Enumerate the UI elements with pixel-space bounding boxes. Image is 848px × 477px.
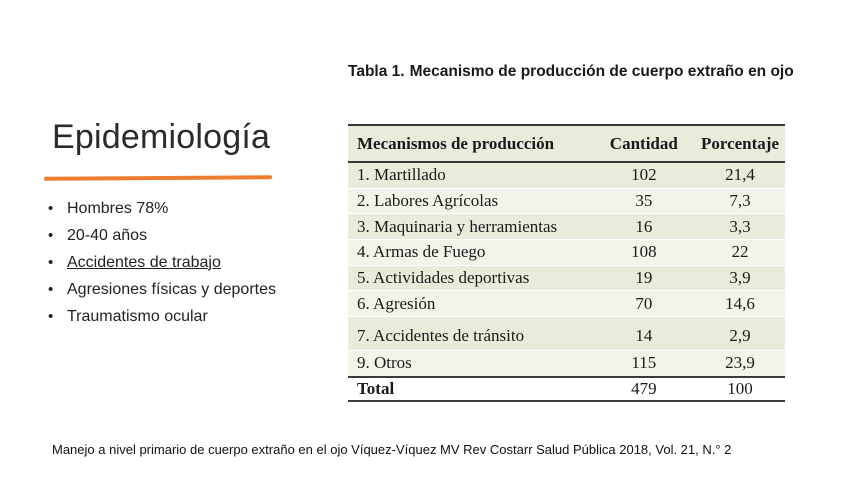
cell-mechanism: 5. Actividades deportivas <box>348 265 593 292</box>
cell-percentage: 23,9 <box>694 350 785 378</box>
cell-quantity: 70 <box>592 290 695 318</box>
cell-mechanism: 3. Maquinaria y herramientas <box>348 213 593 241</box>
cell-percentage: 21,4 <box>694 162 785 189</box>
bullet-text: Accidentes de trabajo <box>67 254 221 271</box>
cell-percentage: 2,9 <box>694 316 785 352</box>
table-row: 9. Otros 115 23,9 <box>348 350 785 378</box>
cell-mechanism: 9. Otros <box>348 350 593 378</box>
cell-quantity: 16 <box>592 213 695 241</box>
table-row: 3. Maquinaria y herramientas 16 3,3 <box>348 213 785 241</box>
bullet-text: 20-40 años <box>67 227 148 244</box>
bullet-item: 20-40 años <box>48 225 288 246</box>
cell-total-quantity: 479 <box>592 375 695 402</box>
cell-percentage: 22 <box>694 239 785 266</box>
mechanism-table: Mecanismos de producción Cantidad Porcen… <box>348 124 785 402</box>
bullet-item: Accidentes de trabajo <box>48 252 288 273</box>
cell-quantity: 102 <box>592 162 695 189</box>
cell-percentage: 7,3 <box>694 188 785 215</box>
cell-mechanism: 1. Martillado <box>348 162 593 189</box>
cell-quantity: 14 <box>592 316 695 352</box>
cell-mechanism: 7. Accidentes de tránsito <box>348 316 593 352</box>
cell-total-percentage: 100 <box>694 375 785 402</box>
cell-percentage: 14,6 <box>694 290 785 318</box>
bullet-text: Traumatismo ocular <box>67 308 208 325</box>
citation: Manejo a nivel primario de cuerpo extrañ… <box>52 442 732 457</box>
bullet-text: Agresiones físicas y deportes <box>67 281 276 298</box>
slide-title: Epidemiología <box>52 118 271 156</box>
cell-mechanism: 4. Armas de Fuego <box>348 239 593 266</box>
table-header-row: Mecanismos de producción Cantidad Porcen… <box>348 124 785 163</box>
cell-mechanism: 6. Agresión <box>348 290 593 318</box>
table-caption-label: Tabla 1. <box>348 63 405 80</box>
bullet-item: Traumatismo ocular <box>48 306 288 327</box>
bullet-text: Hombres 78% <box>67 200 169 217</box>
bullet-item: Agresiones físicas y deportes <box>48 279 288 300</box>
table-row: 2. Labores Agrícolas 35 7,3 <box>348 188 785 215</box>
title-underline-accent <box>44 175 272 181</box>
cell-quantity: 35 <box>592 188 695 215</box>
bullet-item: Hombres 78% <box>48 198 288 219</box>
header-quantity: Cantidad <box>592 124 695 163</box>
cell-total-label: Total <box>348 375 593 402</box>
cell-percentage: 3,3 <box>694 213 785 241</box>
header-percentage: Porcentaje <box>694 124 785 163</box>
table-caption: Tabla 1. Mecanismo de producción de cuerp… <box>348 62 798 82</box>
table-row: 6. Agresión 70 14,6 <box>348 290 785 318</box>
table-total-row: Total 479 100 <box>348 375 785 402</box>
cell-percentage: 3,9 <box>694 265 785 292</box>
table-row: 4. Armas de Fuego 108 22 <box>348 239 785 266</box>
header-mechanism: Mecanismos de producción <box>348 124 593 163</box>
table-row: 5. Actividades deportivas 19 3,9 <box>348 265 785 292</box>
cell-mechanism: 2. Labores Agrícolas <box>348 188 593 215</box>
table-row: 7. Accidentes de tránsito 14 2,9 <box>348 316 785 352</box>
cell-quantity: 108 <box>592 239 695 266</box>
cell-quantity: 115 <box>592 350 695 378</box>
table-caption-text: Mecanismo de producción de cuerpo extrañ… <box>409 63 794 80</box>
table-row: 1. Martillado 102 21,4 <box>348 162 785 189</box>
bullet-list: Hombres 78% 20-40 años Accidentes de tra… <box>48 198 288 333</box>
cell-quantity: 19 <box>592 265 695 292</box>
